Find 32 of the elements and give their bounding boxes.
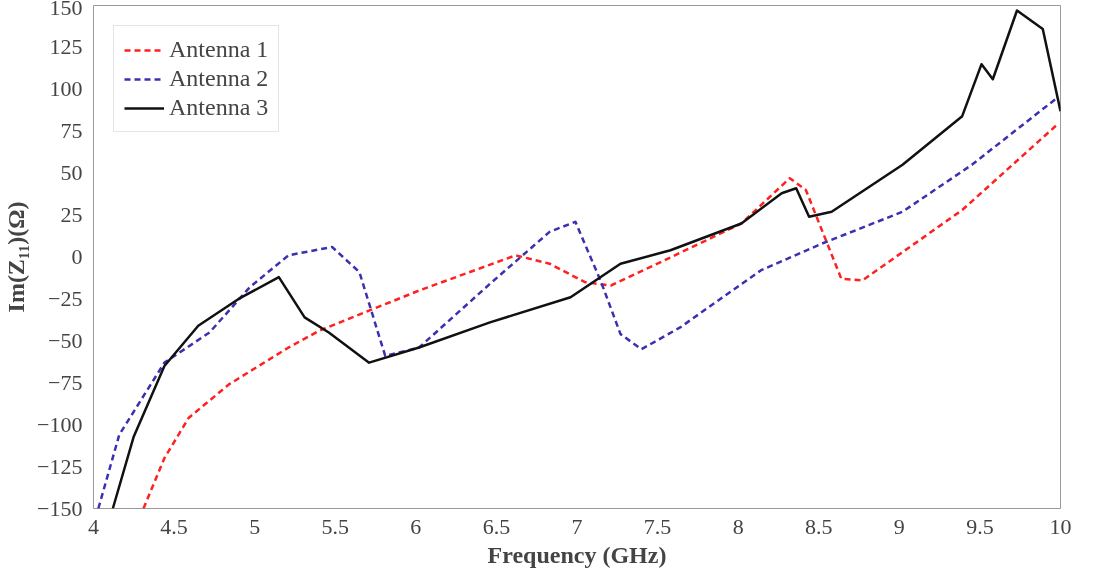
x-tick-label: 8	[732, 513, 744, 539]
x-tick-label: 7	[571, 513, 583, 539]
y-tick-label: −75	[48, 369, 83, 395]
x-tick-label: 8.5	[805, 513, 833, 539]
y-tick-label: 50	[60, 160, 83, 186]
x-axis-title: Frequency (GHz)	[487, 541, 667, 568]
y-tick-label: −25	[48, 285, 83, 311]
y-axis-title: Im(Z₁₁)(Ω)	[3, 201, 30, 313]
y-tick-label: 75	[60, 118, 83, 144]
legend-label: Antenna 3	[169, 94, 269, 121]
y-tick-label: 125	[49, 34, 83, 60]
x-tick-label: 4.5	[160, 513, 188, 539]
x-tick-label: 7.5	[643, 513, 672, 539]
y-tick-label: −100	[37, 411, 83, 437]
x-tick-label: 5.5	[321, 513, 349, 539]
x-tick-label: 9.5	[966, 513, 994, 539]
y-tick-label: −150	[37, 495, 83, 521]
legend-label: Antenna 1	[169, 36, 269, 63]
y-tick-label: 0	[71, 244, 83, 269]
x-tick-label: 10	[1049, 513, 1072, 539]
line-series	[111, 9, 1061, 509]
x-tick-label: 6.5	[482, 513, 511, 539]
x-tick-label: 6	[410, 513, 422, 539]
x-tick-label: 5	[249, 513, 261, 539]
legend-label: Antenna 2	[169, 65, 269, 92]
y-tick-label: 100	[49, 76, 83, 102]
y-tick-label: 150	[49, 0, 83, 20]
y-tick-label: −125	[37, 453, 83, 479]
y-tick-label: 25	[60, 202, 83, 228]
x-tick-label: 4	[88, 513, 99, 539]
y-tick-label: −50	[48, 327, 83, 353]
x-tick-label: 9	[893, 513, 905, 539]
